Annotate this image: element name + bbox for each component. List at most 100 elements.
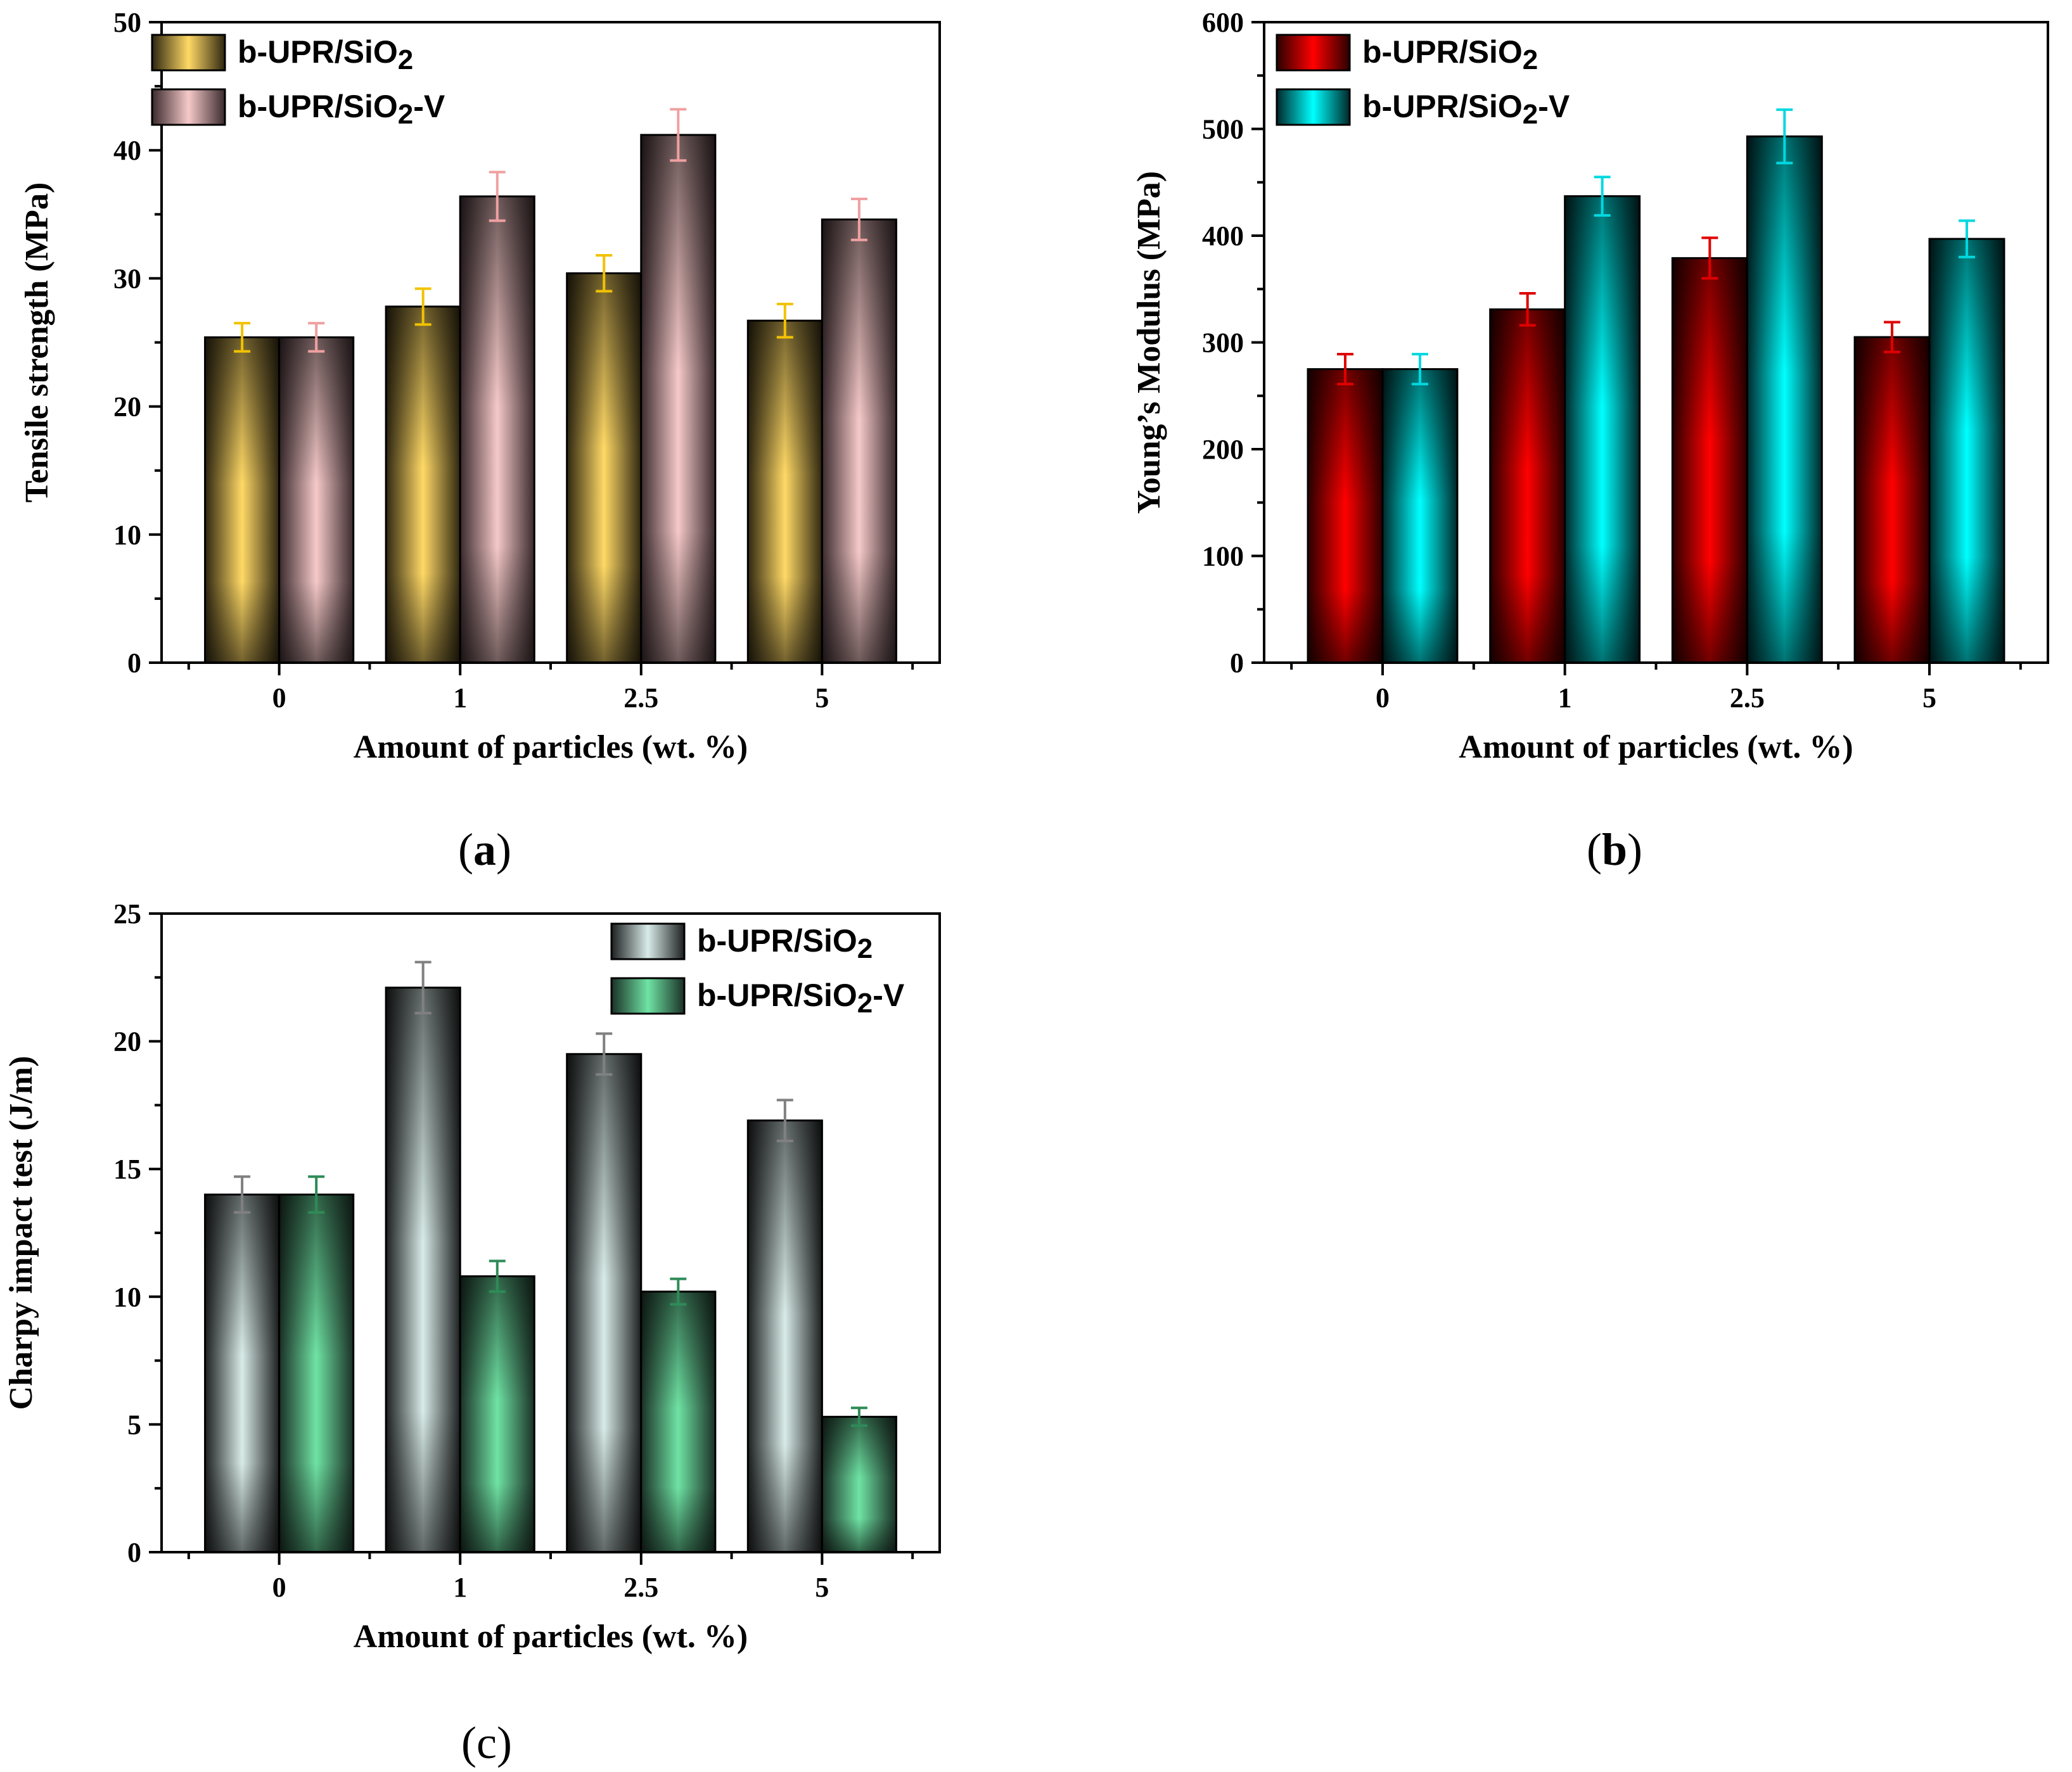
legend: b-UPR/SiO2 b-UPR/SiO2-V	[1276, 34, 1570, 130]
x-tick-label: 5	[815, 682, 829, 713]
bar-shade	[822, 219, 897, 663]
y-tick-label: 15	[113, 1154, 141, 1185]
error-bar-series1-cat-0	[1337, 353, 1354, 386]
y-tick-label: 40	[113, 135, 141, 166]
y-tick-label: 500	[1202, 114, 1244, 145]
error-bar-series2-cat-5	[1958, 219, 1975, 258]
bar-shade	[205, 337, 279, 663]
error-bar-series2-cat-1	[489, 1259, 506, 1293]
x-tick-label: 2.5	[1730, 682, 1765, 713]
error-bar-series1-cat-2.5	[1701, 236, 1718, 280]
bar-shade	[1564, 196, 1640, 663]
x-axis-title: Amount of particles (wt. %)	[354, 1619, 748, 1655]
legend-label-series1: b-UPR/SiO2	[238, 34, 413, 75]
panel-label: (a)	[458, 824, 511, 875]
legend-swatch-series2	[610, 977, 686, 1015]
x-tick-label: 2.5	[624, 1572, 658, 1603]
bar-shade	[460, 1276, 535, 1552]
y-tick-label: 50	[113, 7, 141, 38]
legend-label-series1: b-UPR/SiO2	[697, 923, 873, 964]
x-tick-label: 5	[1922, 682, 1936, 713]
x-axis-title: Amount of particles (wt. %)	[354, 729, 748, 765]
y-axis-title: Young’s Modulus (MPa)	[1131, 171, 1167, 514]
legend-label-series2: b-UPR/SiO2-V	[1362, 89, 1570, 130]
x-tick-label: 0	[272, 682, 286, 713]
y-tick-label: 400	[1202, 220, 1244, 252]
error-bar-series1-cat-1	[1519, 291, 1536, 327]
y-tick-label: 30	[113, 263, 141, 294]
bar-shade	[460, 196, 535, 663]
chart-youngs-modulus: 0 100 200 300 400 500 600 0 1 2.5 5 Amount of parti…	[1131, 7, 2049, 875]
x-tick-label: 1	[453, 682, 467, 713]
bar-shade	[566, 273, 641, 663]
bar-shade	[279, 337, 354, 663]
panel-label: (c)	[461, 1718, 512, 1768]
bar-shade	[1855, 337, 1930, 663]
y-tick-label: 200	[1202, 434, 1244, 465]
error-bar-series2-cat-0	[308, 322, 325, 353]
bar-shade	[822, 1417, 897, 1552]
legend-swatch-series1	[610, 922, 686, 960]
y-tick-label: 0	[127, 647, 141, 679]
x-tick-label: 5	[815, 1572, 829, 1603]
error-bar-series2-cat-1	[1594, 175, 1611, 217]
error-bar-series2-cat-2.5	[670, 108, 687, 162]
y-tick-label: 10	[113, 519, 141, 551]
y-tick-label: 0	[1230, 647, 1244, 679]
error-bar-series2-cat-1	[489, 170, 506, 222]
y-tick-label: 20	[113, 392, 141, 423]
chart-tensile-strength: 0 10 20 30 40 50 0 1 2.5 5 Amount of particles (wt…	[19, 7, 941, 875]
y-tick-label: 20	[113, 1026, 141, 1057]
error-bar-series2-cat-0	[1411, 353, 1428, 386]
error-bar-series1-cat-5	[1884, 321, 1901, 354]
x-tick-label: 0	[1376, 682, 1390, 713]
legend: b-UPR/SiO2 b-UPR/SiO2-V	[151, 34, 445, 130]
x-tick-label: 0	[272, 1572, 286, 1603]
legend-label-series2: b-UPR/SiO2-V	[238, 89, 445, 130]
error-bar-series1-cat-5	[776, 1099, 793, 1142]
error-bar-series1-cat-2.5	[596, 1032, 613, 1076]
x-axis-title: Amount of particles (wt. %)	[1459, 729, 1853, 765]
x-tick-label: 2.5	[624, 682, 658, 713]
legend-swatch-series2	[1276, 88, 1351, 126]
error-bar-series2-cat-2.5	[670, 1277, 687, 1306]
legend: b-UPR/SiO2 b-UPR/SiO2-V	[610, 922, 905, 1019]
bar-shade	[386, 306, 461, 663]
bar-shade	[1490, 309, 1565, 663]
legend-swatch-series1	[1276, 34, 1351, 72]
bar-shade	[748, 1120, 822, 1552]
error-bar-series2-cat-5	[850, 1406, 867, 1427]
y-tick-label: 10	[113, 1282, 141, 1313]
panel-label: (b)	[1587, 824, 1642, 875]
bar-shade	[1672, 258, 1748, 663]
bar-shade	[1929, 239, 2004, 663]
legend-swatch-series1	[151, 34, 226, 72]
bar-shade	[1308, 369, 1383, 663]
error-bar-series1-cat-2.5	[596, 254, 613, 293]
bar-shade	[386, 987, 461, 1552]
y-axis-title: Charpy impact test (J/m)	[3, 1056, 39, 1410]
error-bar-series2-cat-5	[850, 198, 867, 241]
bar-shade	[1382, 369, 1457, 663]
error-bar-series2-cat-0	[308, 1175, 325, 1214]
y-tick-label: 5	[127, 1409, 141, 1440]
bar-shade	[1747, 136, 1822, 663]
error-bar-series1-cat-1	[414, 960, 432, 1015]
y-tick-label: 600	[1202, 7, 1244, 38]
error-bar-series1-cat-0	[234, 322, 251, 353]
y-tick-label: 25	[113, 898, 141, 929]
bar-shade	[641, 134, 715, 663]
bar-shade	[748, 321, 822, 663]
error-bar-series1-cat-1	[414, 287, 432, 326]
legend-label-series2: b-UPR/SiO2-V	[697, 978, 905, 1019]
error-bar-series1-cat-5	[776, 302, 793, 339]
y-tick-label: 0	[127, 1537, 141, 1568]
legend-swatch-series2	[151, 88, 226, 126]
bar-shade	[279, 1194, 354, 1552]
error-bar-series2-cat-2.5	[1776, 108, 1793, 165]
bar-shade	[641, 1291, 715, 1552]
chart-charpy-impact: 0 5 10 15 20 25 0 1 2.5 5 Amount of particles (wt.…	[3, 898, 941, 1768]
error-bar-series1-cat-0	[234, 1175, 251, 1214]
x-tick-label: 1	[453, 1572, 467, 1603]
